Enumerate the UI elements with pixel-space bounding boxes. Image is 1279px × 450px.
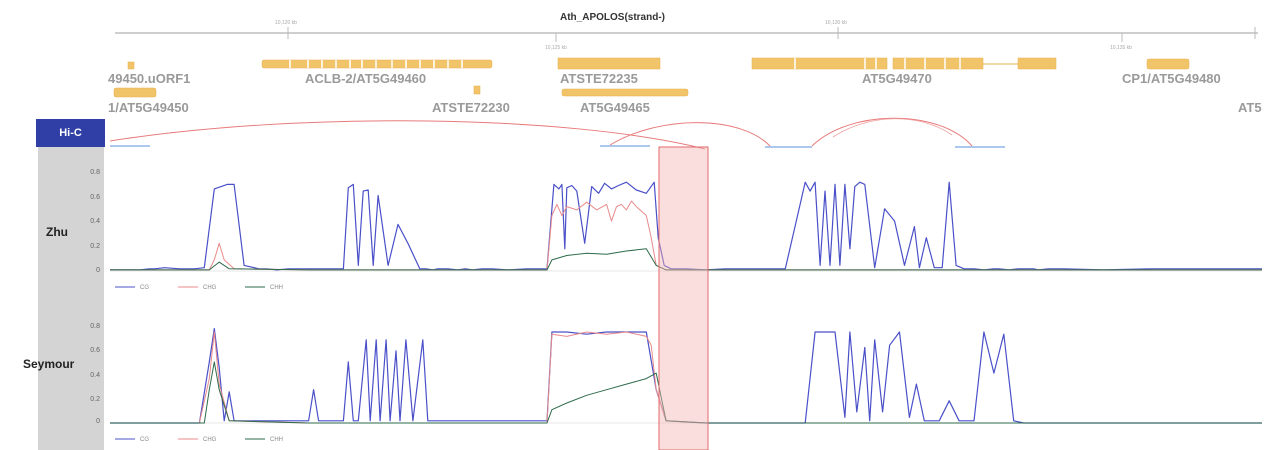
- y-tick-label: 0: [96, 267, 100, 274]
- legend-label: CG: [140, 285, 149, 291]
- legend-label: CHG: [203, 285, 217, 291]
- gene-feature[interactable]: [113, 87, 157, 98]
- gene-label[interactable]: ACLB-2/AT5G49460: [305, 71, 427, 86]
- legend-label: CHG: [203, 437, 217, 443]
- gene-label[interactable]: AT5: [1238, 100, 1262, 115]
- hic-arc-track: [109, 117, 1005, 150]
- locus-title: Ath_APOLOS(strand-): [560, 12, 665, 23]
- coordinate-ruler: 10,120 kb 10,125 kb 10,130 kb 10,135 kb: [115, 20, 1258, 51]
- highlight-region[interactable]: [658, 146, 709, 450]
- gene-label[interactable]: AT5G49470: [862, 71, 932, 86]
- gene-label[interactable]: 1/AT5G49450: [108, 100, 189, 115]
- gene-label[interactable]: AT5G49465: [580, 100, 650, 115]
- gene-feature[interactable]: [557, 57, 661, 70]
- gene-feature[interactable]: [473, 85, 481, 95]
- gene-feature[interactable]: [751, 57, 888, 70]
- zhu-methylation-chart: [110, 181, 1262, 271]
- y-tick-label: 0.6: [90, 347, 100, 354]
- seymour-chh-series-line: [110, 361, 1262, 424]
- axis-tick-label: 10,125 kb: [545, 45, 567, 51]
- legend-label: CHH: [270, 285, 283, 291]
- gene-feature[interactable]: [561, 88, 689, 97]
- gene-feature[interactable]: [127, 61, 135, 70]
- gene-track: [113, 57, 1190, 98]
- zhu-track-header: [38, 147, 104, 297]
- hic-track-label[interactable]: Hi-C: [36, 119, 105, 147]
- zhu-cg-series-line: [110, 181, 1262, 271]
- y-tick-label: 0: [96, 418, 100, 425]
- axis-tick-label: 10,135 kb: [1110, 45, 1132, 51]
- seymour-methylation-chart: [110, 328, 1262, 424]
- gene-feature[interactable]: [1146, 58, 1190, 70]
- y-tick-label: 0.8: [90, 169, 100, 176]
- gene-label[interactable]: ATSTE72230: [432, 100, 510, 115]
- axis-tick-label: 10,120 kb: [275, 20, 297, 26]
- y-tick-label: 0.2: [90, 243, 100, 250]
- zhu-track-label[interactable]: Zhu: [46, 225, 68, 239]
- seymour-track-label[interactable]: Seymour: [23, 357, 75, 371]
- zhu-legend: CG CHG CHH: [115, 285, 283, 291]
- axis-tick-label: 10,130 kb: [825, 20, 847, 26]
- y-tick-label: 0.4: [90, 218, 100, 225]
- gene-label[interactable]: 49450.uORF1: [108, 71, 191, 86]
- legend-label: CHH: [270, 437, 283, 443]
- y-tick-label: 0.2: [90, 396, 100, 403]
- y-tick-label: 0.6: [90, 194, 100, 201]
- seymour-legend: CG CHG CHH: [115, 437, 283, 443]
- legend-label: CG: [140, 437, 149, 443]
- gene-label[interactable]: CP1/AT5G49480: [1122, 71, 1221, 86]
- y-tick-label: 0.8: [90, 323, 100, 330]
- seymour-track-header: [38, 297, 104, 450]
- zhu-chh-series-line: [110, 248, 1262, 271]
- y-tick-label: 0.4: [90, 372, 100, 379]
- seymour-chg-series-line: [110, 331, 1262, 424]
- gene-label[interactable]: ATSTE72235: [560, 71, 638, 86]
